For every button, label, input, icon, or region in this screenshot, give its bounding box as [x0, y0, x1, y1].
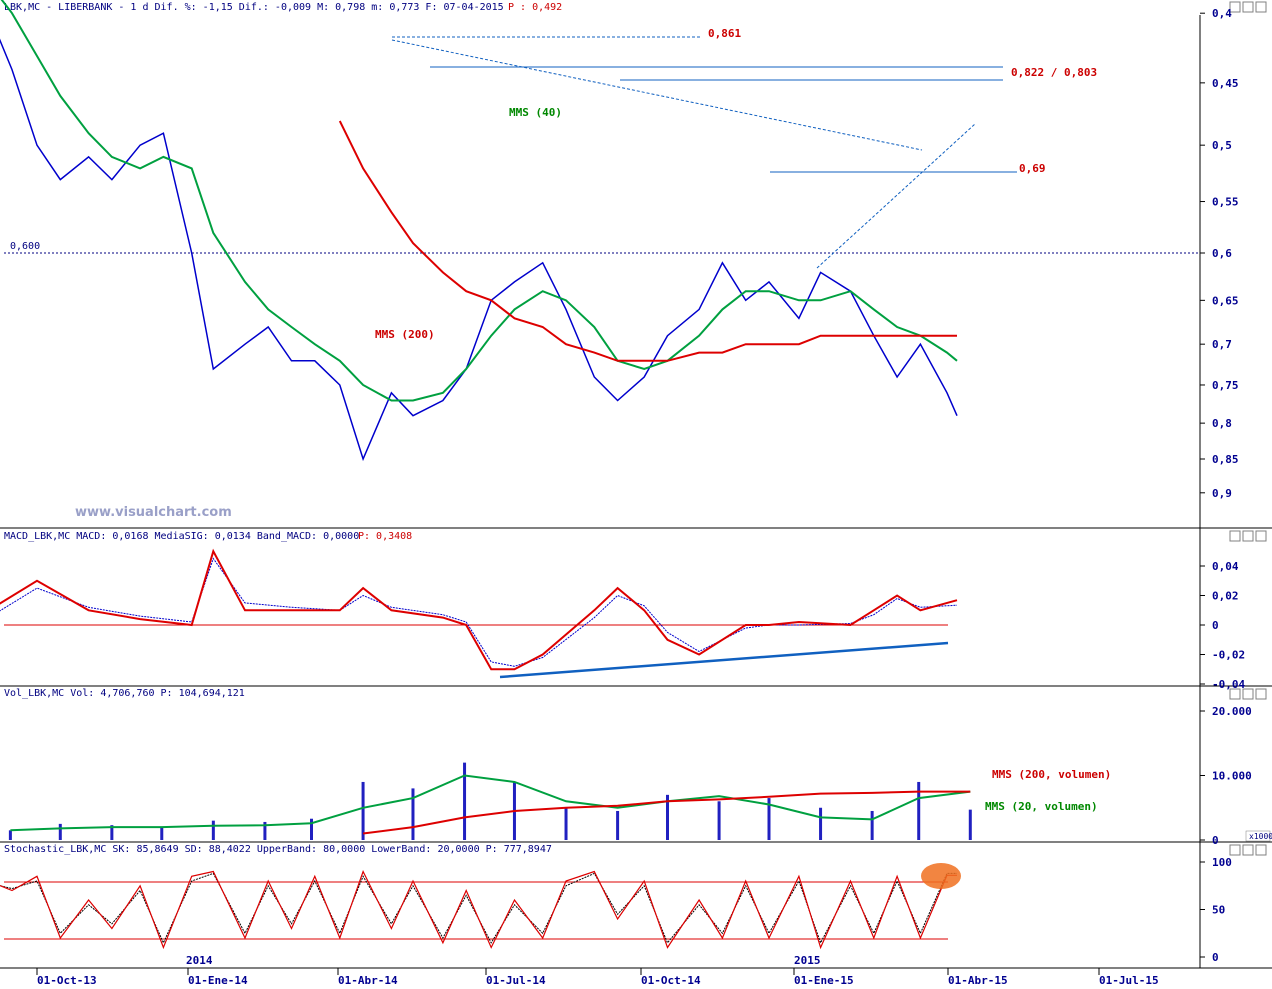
- price-y-tick-label: 0,75: [1212, 379, 1239, 392]
- stoch-y-tick-label: 0: [1212, 951, 1219, 964]
- macd-signal-line: [0, 557, 958, 667]
- volume-mms20-line: [10, 774, 971, 832]
- macd-panel-controls[interactable]: [1229, 530, 1267, 542]
- price-y-tick-label: 0,4: [1212, 7, 1232, 20]
- macd-panel: MACD_LBK,MC MACD: 0,0168 MediaSIG: 0,013…: [0, 528, 1272, 691]
- price-y-tick-label: 0,9: [1212, 487, 1232, 500]
- annot-mms40: MMS (40): [509, 106, 562, 119]
- volume-panel-controls[interactable]: [1229, 688, 1267, 700]
- stoch-y-axis: 100 50 0: [1200, 856, 1232, 964]
- macd-trend-line: [499, 641, 949, 679]
- vol-y-tick-label: 0: [1212, 834, 1219, 847]
- x-year-label: 2014: [186, 954, 213, 967]
- macd-minimize-icon[interactable]: [1229, 530, 1241, 542]
- macd-maximize-icon[interactable]: [1242, 530, 1254, 542]
- price-header-p: P : 0,492: [508, 2, 562, 13]
- minimize-icon[interactable]: [1229, 1, 1241, 13]
- stoch-y-tick-label: 50: [1212, 904, 1225, 917]
- stoch-header: Stochastic_LBK,MC SK: 85,8649 SD: 88,402…: [4, 844, 552, 855]
- ref-label-0600: 0,600: [10, 241, 40, 252]
- annot-0861: 0,861: [708, 27, 741, 40]
- vol-y-tick-label: 20.000: [1212, 705, 1252, 718]
- price-y-tick-label: 0,65: [1212, 294, 1239, 307]
- multiplier-box: [1245, 830, 1271, 842]
- vol-y-tick-label: 10.000: [1212, 770, 1252, 783]
- price-panel: LBK,MC - LIBERBANK - 1 d Dif. %: -1,15 D…: [0, 0, 1272, 529]
- vol-maximize-icon[interactable]: [1242, 688, 1254, 700]
- macd-header: MACD_LBK,MC MACD: 0,0168 MediaSIG: 0,013…: [4, 531, 359, 542]
- x-axis: 01-Oct-13 01-Ene-14 01-Abr-14 01-Jul-14 01-O…: [36, 954, 1159, 987]
- macd-y-axis: 0,04 0,02 0 -0,02 -0,04: [1200, 560, 1245, 691]
- x-tick-label: 01-Ene-15: [794, 974, 854, 987]
- x-tick-label: 01-Ene-14: [188, 974, 248, 987]
- vol-close-icon[interactable]: [1255, 688, 1267, 700]
- macd-series-group: [0, 548, 958, 671]
- macd-close-icon[interactable]: [1255, 530, 1267, 542]
- watermark: www.visualchart.com: [75, 505, 232, 520]
- x-tick-label: 01-Jul-14: [486, 974, 546, 987]
- price-y-tick-label: 0,5: [1212, 139, 1232, 152]
- vol-minimize-icon[interactable]: [1229, 688, 1241, 700]
- macd-line: [0, 548, 958, 671]
- macd-y-tick-label: -0,02: [1212, 649, 1245, 662]
- price-y-tick-label: 0,45: [1212, 77, 1239, 90]
- x-tick-label: 01-Oct-14: [641, 974, 701, 987]
- macd-header-p: P: 0,3408: [358, 531, 412, 542]
- downtrend-line: [391, 39, 923, 151]
- volume-y-axis: 20.000 10.000 0: [1200, 705, 1252, 847]
- volume-multiplier: x1000: [1249, 832, 1272, 841]
- stoch-minimize-icon[interactable]: [1229, 844, 1241, 856]
- price-header: LBK,MC - LIBERBANK - 1 d Dif. %: -1,15 D…: [4, 2, 504, 13]
- annot-0822-0803: 0,822 / 0,803: [1011, 66, 1097, 79]
- price-panel-controls[interactable]: [1229, 1, 1267, 13]
- stoch-series-group: [0, 869, 957, 950]
- x-tick-label: 01-Abr-15: [948, 974, 1008, 987]
- x-year-label: 2015: [794, 954, 821, 967]
- price-series-group: [0, 0, 958, 462]
- stoch-panel: Stochastic_LBK,MC SK: 85,8649 SD: 88,402…: [0, 842, 1272, 969]
- price-series-mms-40-: [0, 0, 958, 402]
- price-y-tick-label: 0,55: [1212, 196, 1239, 209]
- macd-y-tick-label: 0,04: [1212, 560, 1239, 573]
- stoch-panel-controls[interactable]: [1229, 844, 1267, 856]
- uptrend-line: [816, 123, 976, 269]
- x-tick-label: 01-Jul-15: [1099, 974, 1159, 987]
- stoch-close-icon[interactable]: [1255, 844, 1267, 856]
- macd-y-tick-label: 0: [1212, 619, 1219, 632]
- annot-mms200-vol: MMS (200, volumen): [992, 768, 1111, 781]
- x-tick-label: 01-Oct-13: [37, 974, 97, 987]
- annot-mms200: MMS (200): [375, 328, 435, 341]
- price-y-tick-label: 0,6: [1212, 247, 1232, 260]
- price-series-price: [0, 38, 958, 462]
- price-series-mms-200-: [338, 120, 957, 362]
- volume-mms200-line: [362, 790, 971, 835]
- annot-069: 0,69: [1019, 162, 1046, 175]
- stoch-sd-line: [0, 872, 957, 945]
- volume-series-group: [8, 762, 972, 840]
- highlight-marker: [921, 863, 961, 889]
- stoch-maximize-icon[interactable]: [1242, 844, 1254, 856]
- annot-mms20-vol: MMS (20, volumen): [985, 800, 1098, 813]
- close-icon[interactable]: [1255, 1, 1267, 13]
- macd-y-tick-label: 0,02: [1212, 590, 1239, 603]
- price-y-axis: 0,9 0,85 0,8 0,75 0,7 0,65 0,6 0,55 0,5 0,45 0,4: [1200, 7, 1239, 500]
- maximize-icon[interactable]: [1242, 1, 1254, 13]
- x-tick-label: 01-Abr-14: [338, 974, 398, 987]
- price-y-tick-label: 0,85: [1212, 453, 1239, 466]
- price-y-tick-label: 0,8: [1212, 417, 1232, 430]
- macd-y-tick-label: -0,04: [1212, 678, 1245, 691]
- stoch-sk-line: [0, 869, 957, 950]
- volume-header: Vol_LBK,MC Vol: 4,706,760 P: 104,694,121: [4, 688, 245, 699]
- stoch-y-tick-label: 100: [1212, 856, 1232, 869]
- volume-panel: Vol_LBK,MC Vol: 4,706,760 P: 104,694,121…: [0, 686, 1272, 847]
- price-y-tick-label: 0,7: [1212, 338, 1232, 351]
